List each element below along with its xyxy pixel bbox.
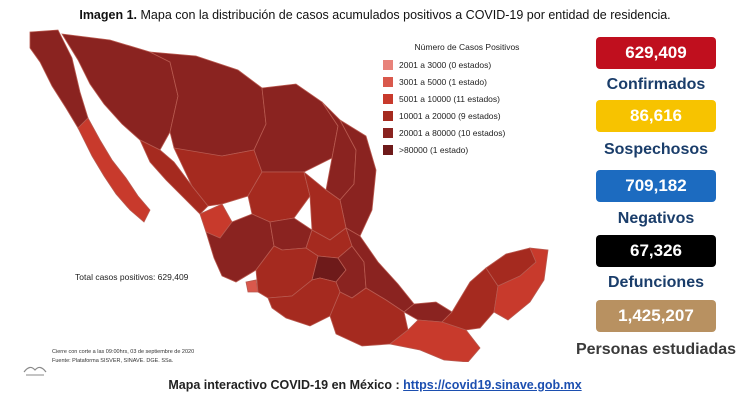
state-sinaloa (139, 139, 209, 215)
legend-item: 5001 a 10000 (11 estados) (383, 90, 543, 107)
source-note: Cierre con corte a las 09:00hrs, 03 de s… (52, 348, 194, 366)
legend-swatch (383, 127, 393, 138)
legend-label: >80000 (1 estado) (399, 144, 469, 155)
legend-label: 20001 a 80000 (10 estados) (399, 127, 506, 138)
deaths-value: 67,326 (630, 241, 682, 260)
legend-label: 3001 a 5000 (1 estado) (399, 76, 487, 87)
legend-label: 2001 a 3000 (0 estados) (399, 59, 492, 70)
footer: Mapa interactivo COVID-19 en México : ht… (0, 378, 750, 392)
footer-text: Mapa interactivo COVID-19 en México : (168, 378, 400, 392)
state-coahuila (253, 83, 339, 173)
legend-title: Número de Casos Positivos (414, 42, 520, 52)
state-guanajuato (269, 217, 313, 251)
state-quintana-roo (493, 247, 549, 321)
legend-swatch (383, 144, 393, 155)
suspected-value-box: 86,616 (596, 100, 716, 132)
legend-item: 20001 a 80000 (10 estados) (383, 124, 543, 141)
confirmed-label: Confirmados (606, 76, 706, 93)
interactive-map-link[interactable]: https://covid19.sinave.gob.mx (403, 378, 582, 392)
studied-value-box: 1,425,207 (596, 300, 716, 332)
legend-swatch (383, 59, 393, 70)
figure-caption: Imagen 1. Mapa con la distribución de ca… (0, 8, 750, 22)
deaths-value-box: 67,326 (596, 235, 716, 267)
legend-swatch (383, 93, 393, 104)
negative-value: 709,182 (625, 176, 687, 195)
state-zacatecas (247, 171, 311, 223)
legend-item: 3001 a 5000 (1 estado) (383, 73, 543, 90)
caption-text: Mapa con la distribución de casos acumul… (140, 8, 671, 22)
studied-label: Personas estudiadas (575, 341, 737, 358)
map-legend: Número de Casos Positivos 2001 a 3000 (0… (383, 42, 543, 158)
total-positive-cases: Total casos positivos: 629,409 (75, 272, 189, 282)
source-cutoff: Cierre con corte a las 09:00hrs, 03 de s… (52, 349, 195, 355)
negative-label: Negativos (617, 210, 695, 227)
legend-swatch (383, 110, 393, 121)
state-colima (245, 279, 259, 293)
state-chiapas (389, 319, 481, 363)
legend-item: 2001 a 3000 (0 estados) (383, 56, 543, 73)
legend-item: 10001 a 20000 (9 estados) (383, 107, 543, 124)
caption-prefix: Imagen 1. (79, 8, 138, 22)
mexico-map (0, 22, 560, 363)
legend-swatch (383, 76, 393, 87)
negative-value-box: 709,182 (596, 170, 716, 202)
state-baja-california-sur (77, 117, 151, 223)
confirmed-value: 629,409 (625, 43, 687, 62)
suspected-label: Sospechosos (603, 141, 709, 158)
legend-label: 5001 a 10000 (11 estados) (399, 93, 500, 104)
suspected-value: 86,616 (630, 106, 682, 125)
source-provider: Fuente: Plataforma SISVER, SINAVE. DGE. … (52, 358, 174, 364)
state-campeche (441, 267, 499, 331)
legend-item: >80000 (1 estado) (383, 141, 543, 158)
studied-value: 1,425,207 (618, 306, 694, 325)
institution-logo (23, 366, 47, 376)
legend-label: 10001 a 20000 (9 estados) (399, 110, 501, 121)
deaths-label: Defunciones (607, 274, 704, 291)
confirmed-value-box: 629,409 (596, 37, 716, 69)
